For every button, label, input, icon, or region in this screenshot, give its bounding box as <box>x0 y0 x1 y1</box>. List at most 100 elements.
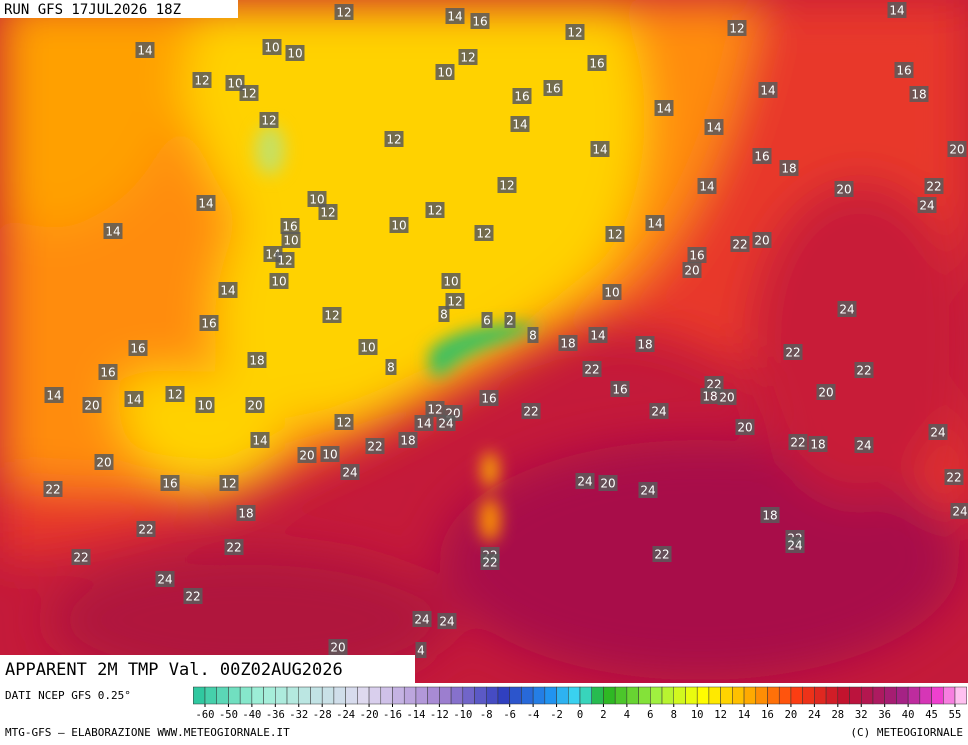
label-box <box>445 293 465 309</box>
data-source: DATI NCEP GFS 0.25° <box>5 689 131 702</box>
colorbar-tick-label: -6 <box>503 709 516 721</box>
label-box <box>565 24 585 40</box>
colorbar-cell <box>591 686 604 705</box>
colorbar-tick-label: -16 <box>383 709 402 721</box>
temperature-label: 14 <box>512 118 527 132</box>
temperature-label: 16 <box>282 220 297 234</box>
label-box <box>384 131 404 147</box>
label-box <box>504 312 516 328</box>
colorbar-tick-label: -50 <box>219 709 238 721</box>
temperature-label: 12 <box>320 206 335 220</box>
label-box <box>779 160 799 176</box>
colorbar-cell <box>919 686 932 705</box>
temperature-label: 10 <box>271 275 286 289</box>
colorbar-tick-label: 20 <box>785 709 798 721</box>
label-box <box>328 639 348 655</box>
label-box <box>687 247 707 263</box>
temperature-label: 12 <box>427 403 442 417</box>
label-box <box>682 262 702 278</box>
label-box <box>854 437 874 453</box>
temperature-label: 16 <box>689 249 704 263</box>
colorbar-cell <box>614 686 628 705</box>
colorbar-cell <box>310 686 323 705</box>
colorbar-cell <box>755 686 768 705</box>
temperature-label: 14 <box>592 143 607 157</box>
temperature-label: 12 <box>386 133 401 147</box>
label-box <box>320 446 340 462</box>
temperature-label: 16 <box>589 57 604 71</box>
temperature-label: 22 <box>185 590 200 604</box>
colorbar-tick-label: -10 <box>453 709 472 721</box>
label-box <box>438 306 450 322</box>
colorbar-tick-label: 16 <box>761 709 774 721</box>
colorbar-cell <box>884 686 897 705</box>
temperature-label: 14 <box>760 84 775 98</box>
colorbar-cell <box>943 686 956 705</box>
label-box <box>834 181 854 197</box>
run-label: RUN GFS 17JUL2026 18Z <box>4 2 181 18</box>
label-box <box>598 475 618 491</box>
label-box <box>425 401 445 417</box>
colorbar-cell <box>333 686 346 705</box>
temperature-label: 24 <box>919 199 934 213</box>
label-box <box>727 20 747 36</box>
label-box <box>195 397 215 413</box>
label-box <box>71 549 91 565</box>
colorbar-cell <box>872 686 885 705</box>
temperature-label: 14 <box>105 225 120 239</box>
temperature-label: 20 <box>737 421 752 435</box>
colorbar-cell <box>286 686 299 705</box>
colorbar-tick-label: 12 <box>714 709 727 721</box>
temperature-label: 10 <box>227 77 242 91</box>
label-box <box>575 473 595 489</box>
colorbar-tick-label: 36 <box>878 709 891 721</box>
temperature-label: 14 <box>706 121 721 135</box>
label-box <box>950 503 968 519</box>
temperature-label: 24 <box>839 303 854 317</box>
temperature-label: 14 <box>647 217 662 231</box>
colorbar-tick-label: 2 <box>600 709 606 721</box>
colorbar-tick-label: -24 <box>336 709 355 721</box>
colorbar-cell <box>474 686 487 705</box>
temperature-label: 20 <box>719 391 734 405</box>
colorbar-tick-label: 8 <box>671 709 677 721</box>
temperature-label: 16 <box>754 150 769 164</box>
label-box <box>458 49 478 65</box>
colorbar-cell <box>357 686 370 705</box>
label-box <box>558 335 578 351</box>
temperature-label: 16 <box>162 477 177 491</box>
temperature-label: 14 <box>656 102 671 116</box>
temperature-label: 24 <box>787 539 802 553</box>
label-box <box>481 312 493 328</box>
label-box <box>635 336 655 352</box>
colorbar-tick-label: -36 <box>266 709 285 721</box>
colorbar-cell <box>568 686 581 705</box>
colorbar-cell <box>298 686 311 705</box>
label-box <box>808 436 828 452</box>
colorbar-cell <box>673 686 686 705</box>
temperature-label: 20 <box>96 456 111 470</box>
colorbar-cell <box>954 686 967 705</box>
label-box <box>470 13 490 29</box>
temperature-label: 22 <box>226 541 241 555</box>
colorbar-tick-label: -40 <box>242 709 261 721</box>
temperature-label: 12 <box>499 179 514 193</box>
colorbar-cell <box>450 686 464 705</box>
temperature-label: 20 <box>600 477 615 491</box>
colorbar-cell <box>403 686 417 705</box>
label-box <box>165 386 185 402</box>
colorbar: -60 -50 -40 -36 -32 -28 -24 -20 -16 -14 -12 -10 -8 -6… <box>193 686 967 721</box>
label-box <box>340 464 360 480</box>
label-box <box>124 391 144 407</box>
temperature-label: 22 <box>45 483 60 497</box>
label-box <box>854 362 874 378</box>
colorbar-tick-label: 45 <box>925 709 938 721</box>
title-box <box>0 655 415 683</box>
colorbar-cell <box>321 686 335 705</box>
colorbar-cell <box>814 686 827 705</box>
temperature-label: 18 <box>637 338 652 352</box>
colorbar-cell <box>368 686 382 705</box>
label-box <box>365 438 385 454</box>
temperature-label: 12 <box>277 254 292 268</box>
label-box <box>435 64 455 80</box>
